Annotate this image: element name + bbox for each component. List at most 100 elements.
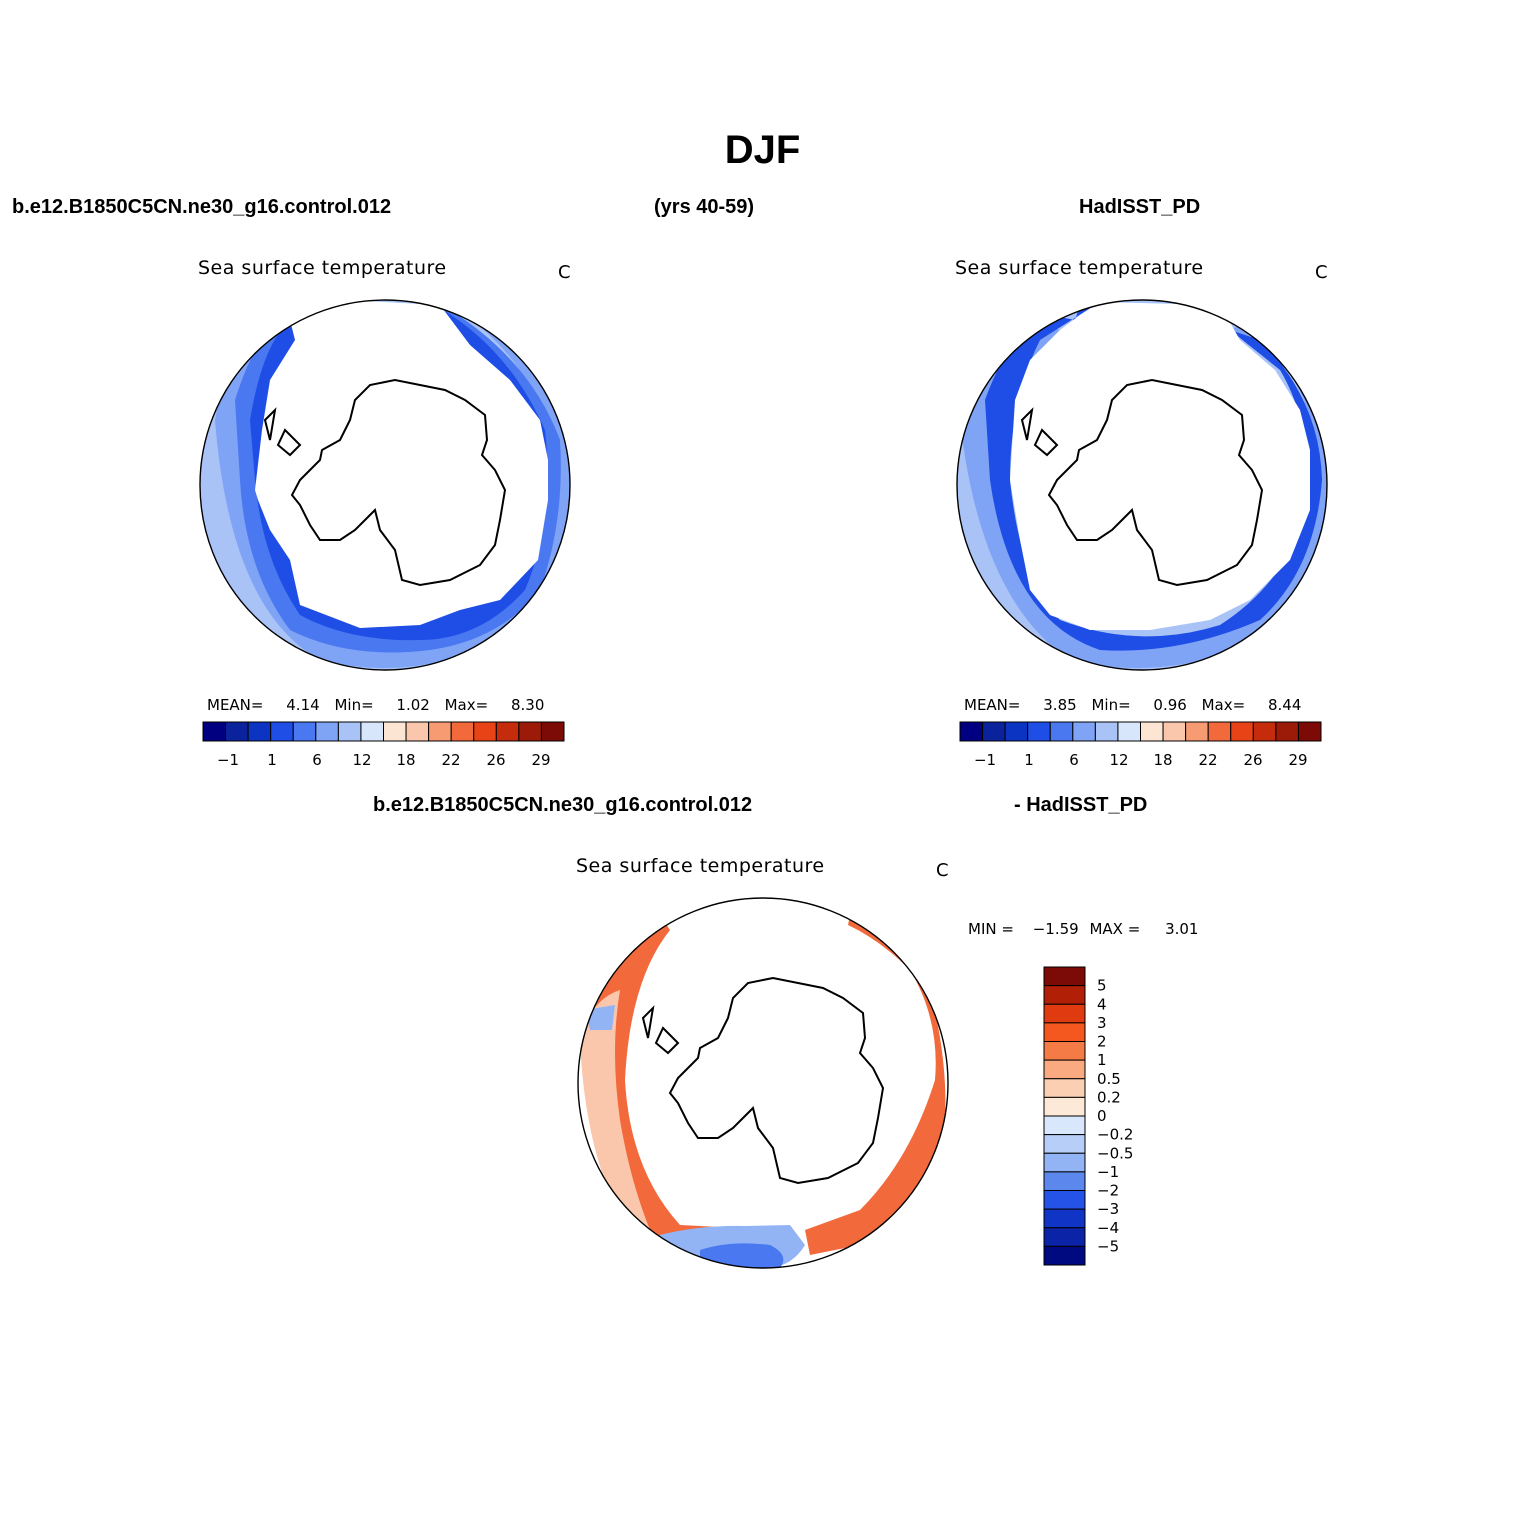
- colorbar-swatch: [959, 721, 984, 742]
- model-colorbar: −1 1 6 12 18 22 26 29: [202, 721, 565, 769]
- colorbar-swatch: [1043, 1134, 1086, 1154]
- obs-min-value: 0.96: [1153, 696, 1187, 714]
- colorbar-swatch: [1230, 721, 1254, 742]
- colorbar-tick-label: −1: [1097, 1163, 1119, 1181]
- colorbar-swatch: [1049, 721, 1074, 742]
- model-min-value: 1.02: [396, 696, 430, 714]
- colorbar-swatch: [1094, 721, 1119, 742]
- colorbar-swatch: [270, 721, 294, 742]
- colorbar-swatch: [473, 721, 497, 742]
- colorbar-swatch: [202, 721, 227, 742]
- colorbar-tick-label: 5: [1097, 977, 1107, 995]
- colorbar-swatch: [1043, 1022, 1086, 1042]
- colorbar-swatch: [1275, 721, 1299, 742]
- colorbar-swatch: [982, 721, 1006, 742]
- colorbar-swatch: [1072, 721, 1096, 742]
- colorbar-swatch: [360, 721, 384, 742]
- diff-subtitle: Sea surface temperature: [576, 855, 825, 877]
- colorbar-tick-label: 29: [531, 751, 550, 769]
- diff-max-label: MAX =: [1089, 920, 1141, 938]
- obs-max-value: 8.44: [1267, 696, 1302, 714]
- colorbar-swatch: [1043, 1041, 1086, 1061]
- diff-case-label: b.e12.B1850C5CN.ne30_g16.control.012: [373, 794, 753, 816]
- obs-colorbar: −1 1 6 12 18 22 26 29: [959, 721, 1322, 769]
- colorbar-swatch: [1185, 721, 1209, 742]
- colorbar-tick-label: 1: [1097, 1051, 1107, 1069]
- colorbar-swatch: [540, 721, 565, 742]
- colorbar-swatch: [383, 721, 407, 742]
- colorbar-tick-label: −5: [1097, 1237, 1119, 1255]
- colorbar-swatch: [1043, 1208, 1086, 1229]
- case-label: b.e12.B1850C5CN.ne30_g16.control.012: [12, 196, 392, 218]
- colorbar-tick-label: 6: [1069, 751, 1079, 769]
- colorbar-swatch: [1043, 1078, 1086, 1098]
- model-mean-label: MEAN=: [207, 696, 264, 714]
- colorbar-tick-label: −0.2: [1097, 1126, 1133, 1144]
- antarctica-coastline: [263, 378, 507, 587]
- colorbar-swatch: [247, 721, 272, 742]
- colorbar-swatch: [1297, 721, 1322, 742]
- colorbar-swatch: [225, 721, 249, 742]
- diff-stats: MIN = −1.59 MAX = 3.01: [968, 920, 1198, 938]
- model-units: C: [558, 262, 571, 283]
- diff-max-value: 3.01: [1165, 920, 1199, 938]
- colorbar-swatch: [1043, 1152, 1086, 1173]
- colorbar-tick-label: 1: [1024, 751, 1034, 769]
- colorbar-tick-label: 18: [1153, 751, 1172, 769]
- colorbar-tick-label: 0.2: [1097, 1088, 1121, 1106]
- diff-min-value: −1.59: [1032, 920, 1079, 938]
- diff-min-label: MIN =: [968, 920, 1014, 938]
- colorbar-swatch: [315, 721, 339, 742]
- colorbar-tick-label: 18: [396, 751, 415, 769]
- years-label: (yrs 40-59): [654, 196, 755, 218]
- colorbar-swatch: [1043, 1245, 1086, 1266]
- colorbar-swatch: [1140, 721, 1164, 742]
- colorbar-swatch: [1207, 721, 1232, 742]
- colorbar-tick-label: 29: [1288, 751, 1307, 769]
- colorbar-swatch: [495, 721, 520, 742]
- colorbar-swatch: [405, 721, 430, 742]
- diff-obs-label: - HadISST_PD: [1014, 794, 1148, 816]
- colorbar-swatch: [1043, 1190, 1086, 1210]
- colorbar-swatch: [1043, 985, 1086, 1005]
- colorbar-swatch: [1043, 1115, 1086, 1136]
- obs-units: C: [1315, 262, 1328, 283]
- obs-subtitle: Sea surface temperature: [955, 257, 1204, 279]
- colorbar-tick-label: 26: [1243, 751, 1262, 769]
- colorbar-swatch: [1252, 721, 1277, 742]
- colorbar-swatch: [450, 721, 475, 742]
- obs-label: HadISST_PD: [1079, 196, 1201, 218]
- colorbar-tick-label: −3: [1097, 1200, 1119, 1218]
- colorbar-tick-label: −4: [1097, 1219, 1119, 1237]
- diff-units: C: [936, 860, 949, 881]
- colorbar-tick-label: 0: [1097, 1107, 1107, 1125]
- colorbar-swatch: [1043, 1096, 1086, 1117]
- model-subtitle: Sea surface temperature: [198, 257, 447, 279]
- colorbar-swatch: [1043, 966, 1086, 987]
- obs-mean-value: 3.85: [1043, 696, 1077, 714]
- colorbar-swatch: [428, 721, 452, 742]
- main-title: DJF: [724, 128, 801, 172]
- colorbar-tick-label: 12: [352, 751, 371, 769]
- obs-min-label: Min=: [1091, 696, 1131, 714]
- colorbar-tick-label: −1: [217, 751, 239, 769]
- colorbar-swatch: [337, 721, 362, 742]
- model-stats: MEAN= 4.14 Min= 1.02 Max= 8.30: [207, 696, 544, 714]
- colorbar-swatch: [1117, 721, 1141, 742]
- colorbar-tick-label: −1: [974, 751, 996, 769]
- colorbar-swatch: [1043, 1171, 1086, 1191]
- colorbar-swatch: [292, 721, 317, 742]
- colorbar-swatch: [1043, 1227, 1086, 1247]
- colorbar-tick-label: 12: [1109, 751, 1128, 769]
- antarctica-coastline: [1020, 378, 1264, 587]
- colorbar-tick-label: 26: [486, 751, 505, 769]
- colorbar-tick-label: 4: [1097, 995, 1107, 1013]
- model-min-label: Min=: [334, 696, 374, 714]
- colorbar-tick-label: 3: [1097, 1014, 1107, 1032]
- colorbar-swatch: [1043, 1059, 1086, 1080]
- model-mean-value: 4.14: [286, 696, 320, 714]
- model-max-value: 8.30: [510, 696, 545, 714]
- obs-max-label: Max=: [1201, 696, 1246, 714]
